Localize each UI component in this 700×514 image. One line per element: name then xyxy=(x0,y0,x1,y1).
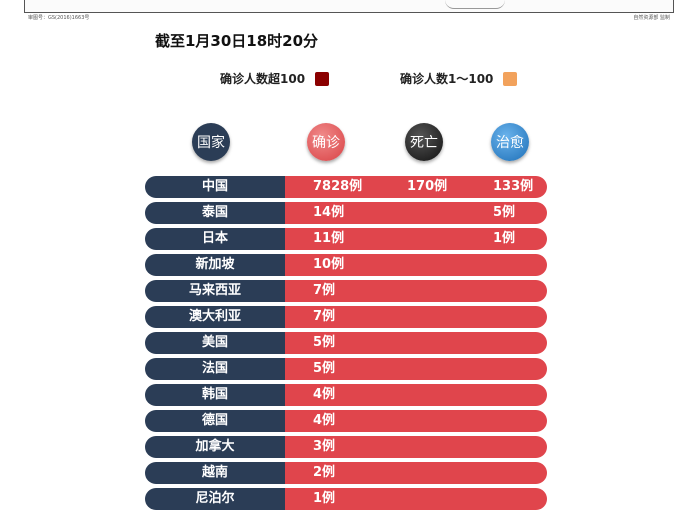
values-bar: 11例 1例 xyxy=(285,228,547,250)
table-row: 韩国 4例 xyxy=(145,384,547,406)
confirmed-count: 11例 xyxy=(313,231,345,246)
table-row: 日本 11例 1例 xyxy=(145,228,547,250)
table-row: 法国 5例 xyxy=(145,358,547,380)
country-name: 马来西亚 xyxy=(145,280,285,302)
country-name: 法国 xyxy=(145,358,285,380)
confirmed-count: 1例 xyxy=(313,491,336,506)
confirmed-count: 2例 xyxy=(313,465,336,480)
confirmed-count: 7828例 xyxy=(313,179,363,194)
values-bar: 2例 xyxy=(285,462,547,484)
country-table: 中国 7828例 170例 133例 泰国 14例 5例 日本 11例 1例 新加坡 10例 马… xyxy=(145,176,547,514)
confirmed-count: 3例 xyxy=(313,439,336,454)
country-name: 中国 xyxy=(145,176,285,198)
values-bar: 7例 xyxy=(285,280,547,302)
values-bar: 7828例 170例 133例 xyxy=(285,176,547,198)
confirmed-count: 7例 xyxy=(313,309,336,324)
map-strip xyxy=(24,0,674,13)
table-row: 澳大利亚 7例 xyxy=(145,306,547,328)
confirmed-count: 4例 xyxy=(313,387,336,402)
country-name: 韩国 xyxy=(145,384,285,406)
table-row: 泰国 14例 5例 xyxy=(145,202,547,224)
table-row: 尼泊尔 1例 xyxy=(145,488,547,510)
values-bar: 5例 xyxy=(285,358,547,380)
confirmed-count: 7例 xyxy=(313,283,336,298)
legend-1-100: 确诊人数1～100 xyxy=(400,70,518,87)
country-name: 加拿大 xyxy=(145,436,285,458)
table-row: 越南 2例 xyxy=(145,462,547,484)
death-count: 170例 xyxy=(407,179,448,194)
recovered-count: 5例 xyxy=(493,205,516,220)
table-row: 中国 7828例 170例 133例 xyxy=(145,176,547,198)
legend-over-100-swatch xyxy=(315,71,330,86)
values-bar: 5例 xyxy=(285,332,547,354)
map-outline xyxy=(445,0,505,9)
confirmed-count: 5例 xyxy=(313,361,336,376)
map-credit: 自然资源部 监制 xyxy=(633,15,670,21)
legend-over-100-label: 确诊人数超100 xyxy=(220,72,306,86)
header-deaths: 死亡 xyxy=(405,123,443,161)
values-bar: 14例 5例 xyxy=(285,202,547,224)
header-recovered: 治愈 xyxy=(491,123,529,161)
table-row: 德国 4例 xyxy=(145,410,547,432)
table-row: 美国 5例 xyxy=(145,332,547,354)
header-country: 国家 xyxy=(192,123,230,161)
values-bar: 4例 xyxy=(285,384,547,406)
confirmed-count: 10例 xyxy=(313,257,345,272)
country-name: 新加坡 xyxy=(145,254,285,276)
country-name: 尼泊尔 xyxy=(145,488,285,510)
country-name: 日本 xyxy=(145,228,285,250)
legend-1-100-label: 确诊人数1～100 xyxy=(400,72,494,86)
country-name: 越南 xyxy=(145,462,285,484)
values-bar: 7例 xyxy=(285,306,547,328)
country-name: 美国 xyxy=(145,332,285,354)
values-bar: 3例 xyxy=(285,436,547,458)
confirmed-count: 14例 xyxy=(313,205,345,220)
table-row: 新加坡 10例 xyxy=(145,254,547,276)
legend-over-100: 确诊人数超100 xyxy=(220,70,330,87)
country-name: 德国 xyxy=(145,410,285,432)
table-row: 马来西亚 7例 xyxy=(145,280,547,302)
recovered-count: 133例 xyxy=(493,179,534,194)
cutoff-time: 截至1月30日18时20分 xyxy=(155,32,319,50)
legend-1-100-swatch xyxy=(503,71,518,86)
table-row: 加拿大 3例 xyxy=(145,436,547,458)
country-name: 澳大利亚 xyxy=(145,306,285,328)
recovered-count: 1例 xyxy=(493,231,516,246)
map-approval-number: 审图号：GS(2016)1663号 xyxy=(28,15,90,21)
values-bar: 10例 xyxy=(285,254,547,276)
confirmed-count: 4例 xyxy=(313,413,336,428)
values-bar: 4例 xyxy=(285,410,547,432)
values-bar: 1例 xyxy=(285,488,547,510)
header-confirmed: 确诊 xyxy=(307,123,345,161)
confirmed-count: 5例 xyxy=(313,335,336,350)
country-name: 泰国 xyxy=(145,202,285,224)
